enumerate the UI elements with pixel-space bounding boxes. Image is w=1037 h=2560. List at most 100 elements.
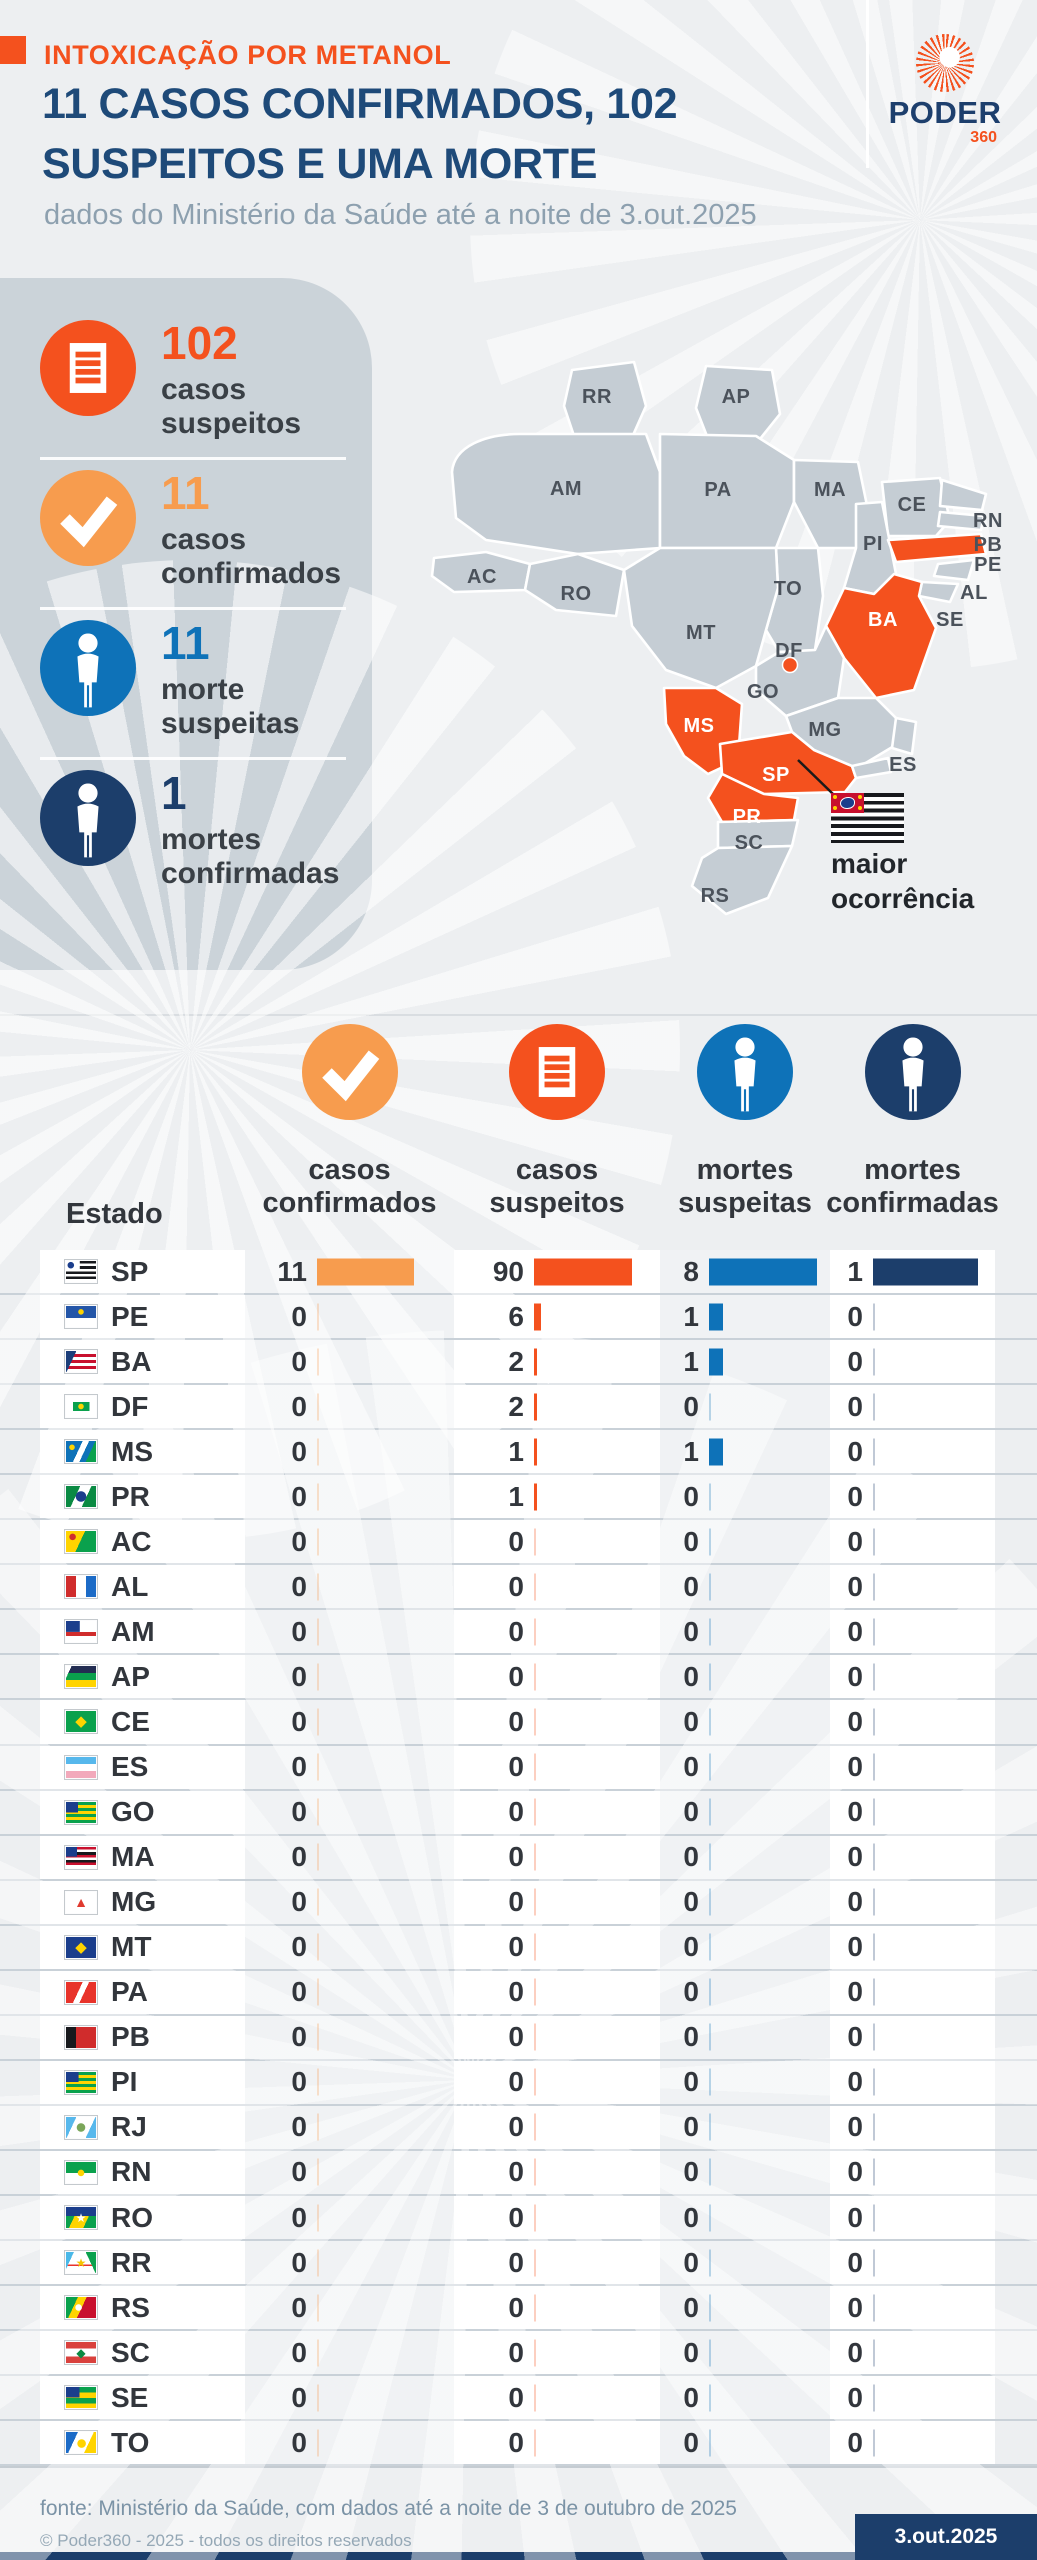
value-number: 0 xyxy=(847,1660,863,1692)
estado-cell: ES xyxy=(40,1745,245,1789)
state-code: CE xyxy=(111,1705,150,1737)
map-label-AC: AC xyxy=(467,566,497,588)
value-bar xyxy=(317,2294,319,2322)
value-bar xyxy=(709,1978,711,2006)
map-label-PB: PB xyxy=(974,534,1003,556)
value-number: 0 xyxy=(508,2021,524,2053)
value-bar xyxy=(534,1798,536,1826)
map-state-RN xyxy=(938,478,988,512)
estado-cell: PR xyxy=(40,1475,245,1519)
table-row-AP: AP 0 0 0 0 xyxy=(0,1655,1037,1701)
flag-icon-PE xyxy=(66,1306,96,1328)
flag-icon-RJ xyxy=(66,2116,96,2138)
estado-cell: SE xyxy=(40,2376,245,2420)
value-bar xyxy=(873,1303,875,1331)
value-number: 0 xyxy=(683,2021,699,2053)
value-bar xyxy=(873,2113,875,2141)
value-bar xyxy=(873,2158,875,2186)
estado-cell: BA xyxy=(40,1340,245,1384)
map-label-DF: DF xyxy=(775,640,803,662)
value-cell-casos_suspeitos: 0 xyxy=(454,2150,660,2194)
logo-suffix: 360 xyxy=(970,129,997,146)
map-state-RJ xyxy=(850,756,893,780)
map-label-PE: PE xyxy=(974,554,1002,576)
value-number: 0 xyxy=(508,2426,524,2458)
map-label-AM: AM xyxy=(550,478,582,500)
value-cell-mortes_confirmadas: 0 xyxy=(830,2376,995,2420)
value-cell-mortes_suspeitas: 0 xyxy=(660,2060,830,2104)
value-cell-casos_confirmados: 0 xyxy=(245,1790,454,1834)
flag-icon-GO xyxy=(66,1801,96,1823)
value-cell-mortes_suspeitas: 0 xyxy=(660,1385,830,1429)
value-cell-casos_confirmados: 0 xyxy=(245,2286,454,2330)
subtitle: dados do Ministério da Saúde até a noite… xyxy=(44,199,757,231)
value-bar xyxy=(709,1258,817,1286)
value-bar xyxy=(317,2158,319,2186)
column-header-mortes_confirmadas: mortes confirmadas xyxy=(826,1024,999,1220)
value-number: 0 xyxy=(847,1931,863,1963)
stat-item: 11 morte suspeitas xyxy=(40,620,346,770)
value-bar xyxy=(534,1933,536,1961)
value-number: 0 xyxy=(291,2426,307,2458)
value-number: 0 xyxy=(847,1976,863,2008)
flag-icon-AP xyxy=(66,1666,96,1688)
value-cell-casos_suspeitos: 2 xyxy=(454,1340,660,1384)
value-bar xyxy=(317,1348,319,1376)
person-icon xyxy=(40,770,136,866)
value-cell-casos_confirmados: 0 xyxy=(245,2015,454,2059)
value-bar xyxy=(873,2384,875,2412)
value-bar xyxy=(709,1573,711,1601)
table-row-TO: TO 0 0 0 0 xyxy=(0,2421,1037,2467)
value-number: 0 xyxy=(291,2201,307,2233)
value-number: 0 xyxy=(508,2336,524,2368)
footer-divider xyxy=(0,2466,1037,2468)
value-cell-casos_suspeitos: 0 xyxy=(454,2015,660,2059)
table-row-DF: DF 0 2 0 0 xyxy=(0,1385,1037,1431)
value-number: 0 xyxy=(847,2291,863,2323)
value-cell-casos_confirmados: 0 xyxy=(245,1835,454,1879)
state-code: DF xyxy=(111,1390,149,1422)
value-cell-mortes_confirmadas: 0 xyxy=(830,1340,995,1384)
table-row-RJ: RJ 0 0 0 0 xyxy=(0,2105,1037,2151)
sp-flag-icon xyxy=(831,793,904,843)
stat-label: casos confirmados xyxy=(161,523,342,590)
column-header-casos_confirmados: casos confirmados xyxy=(245,1024,454,1220)
value-cell-casos_suspeitos: 0 xyxy=(454,2331,660,2375)
state-code: AL xyxy=(111,1570,149,1602)
value-number: 0 xyxy=(291,1976,307,2008)
value-bar xyxy=(709,1303,723,1331)
state-code: MG xyxy=(111,1886,157,1918)
value-cell-casos_suspeitos: 0 xyxy=(454,2195,660,2240)
value-bar xyxy=(873,2023,875,2051)
value-cell-mortes_suspeitas: 0 xyxy=(660,1565,830,1609)
value-number: 0 xyxy=(847,1796,863,1828)
state-code: PI xyxy=(111,2066,138,2098)
estado-cell: PB xyxy=(40,2015,245,2059)
map-label-SE: SE xyxy=(936,609,964,631)
flag-icon-PB xyxy=(66,2026,96,2048)
value-number: 90 xyxy=(492,1255,524,1287)
value-bar xyxy=(873,1843,875,1871)
value-bar xyxy=(709,1618,711,1646)
flag-icon-PA xyxy=(66,1981,96,2003)
value-number: 0 xyxy=(847,2426,863,2458)
map-label-MA: MA xyxy=(814,479,846,501)
value-number: 0 xyxy=(291,1841,307,1873)
value-number: 2 xyxy=(508,1345,524,1377)
stat-item: 11 casos confirmados xyxy=(40,470,346,620)
stat-value: 11 xyxy=(161,617,210,669)
state-code: RO xyxy=(111,2201,153,2233)
map-label-PR: PR xyxy=(733,806,762,828)
state-code: BA xyxy=(111,1345,152,1377)
state-code: GO xyxy=(111,1796,155,1828)
value-bar xyxy=(534,1978,536,2006)
poder360-logo: PODER 360 xyxy=(879,34,1011,147)
value-number: 0 xyxy=(683,1570,699,1602)
value-bar xyxy=(709,2023,711,2051)
stat-icon xyxy=(40,770,136,871)
table-row-PI: PI 0 0 0 0 xyxy=(0,2060,1037,2106)
value-cell-mortes_suspeitas: 0 xyxy=(660,1475,830,1519)
value-cell-mortes_suspeitas: 0 xyxy=(660,2331,830,2375)
value-bar xyxy=(709,1798,711,1826)
